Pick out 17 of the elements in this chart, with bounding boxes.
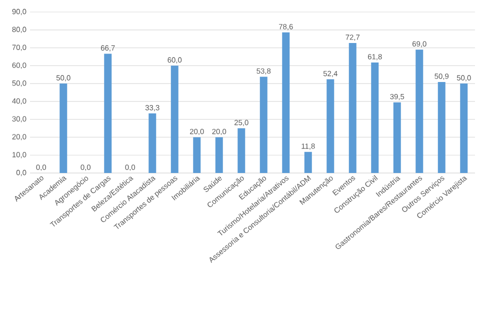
bar	[238, 128, 246, 173]
bar	[393, 102, 401, 173]
bar	[148, 113, 156, 173]
bar	[326, 79, 334, 173]
bar	[416, 50, 424, 173]
bar	[215, 137, 223, 173]
bar	[371, 62, 379, 173]
bar	[460, 84, 468, 173]
bar	[260, 76, 268, 173]
bar	[60, 84, 68, 173]
bar	[104, 54, 112, 173]
bar	[282, 32, 290, 173]
bar	[304, 152, 312, 173]
bar	[170, 66, 178, 173]
bar	[193, 137, 201, 173]
bar	[438, 82, 446, 173]
bar	[348, 42, 356, 173]
